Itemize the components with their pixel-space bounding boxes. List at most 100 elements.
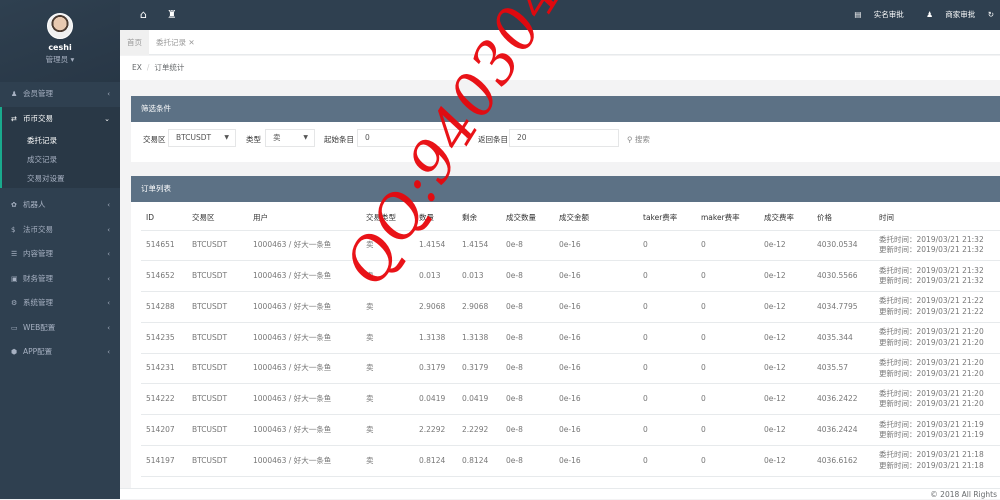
- role-dropdown[interactable]: 管理员 ▾: [45, 55, 75, 64]
- robot-icon: ✿: [11, 201, 17, 209]
- table-cell: 0e-12: [759, 291, 812, 323]
- time-cell: 委托时间：2019/03/21 21:20 更新时间：2019/03/21 21:…: [874, 353, 1000, 385]
- page-tabs: 首页 委托记录 ✕: [120, 30, 1000, 55]
- search-icon: ⚲: [627, 135, 633, 144]
- sidebar-item-app-config[interactable]: ⬢ APP配置 ‹: [0, 340, 120, 365]
- type-select[interactable]: 卖 ▼: [265, 129, 315, 147]
- sidebar-subitem-pair-settings[interactable]: 交易对设置: [27, 174, 65, 183]
- table-row: 514207 BTCUSDT 1000463 / 好大一条鱼卖 2.2292 2.229…: [141, 414, 1000, 447]
- sidebar-item-label: 法币交易: [23, 224, 53, 234]
- table-cell: BTCUSDT: [187, 383, 248, 416]
- table-cell: 4036.2424: [812, 414, 874, 447]
- caret-down-icon: ▼: [224, 134, 229, 141]
- table-cell: 0: [696, 383, 759, 416]
- update-time: 更新时间：2019/03/21 21:19: [879, 430, 984, 440]
- home-icon[interactable]: ⌂: [140, 8, 147, 21]
- sidebar-subitem-trades[interactable]: 成交记录: [27, 155, 57, 164]
- sidebar-item-system[interactable]: ⚙ 系统管理 ‹: [0, 291, 120, 316]
- table-cell: 0: [638, 230, 696, 262]
- table-cell: 0e-12: [759, 353, 812, 385]
- sidebar-subitem-orders[interactable]: 委托记录: [27, 136, 57, 145]
- table-cell: 4036.2422: [812, 383, 874, 416]
- market-select[interactable]: BTCUSDT ▼: [168, 129, 236, 147]
- table-cell: 0e-16: [554, 414, 638, 447]
- sidebar-item-label: 系统管理: [23, 298, 53, 307]
- android-icon: ⬢: [11, 348, 18, 356]
- chevron-left-icon: ‹: [107, 299, 110, 307]
- chevron-left-icon: ‹: [107, 90, 110, 98]
- sidebar-item-content[interactable]: ☰ 内容管理 ‹: [0, 242, 120, 267]
- order-time: 委托时间：2019/03/21 21:20: [879, 358, 984, 368]
- table-cell: BTCUSDT: [187, 260, 248, 293]
- table-cell: 514207: [141, 414, 187, 447]
- merchant-approval-link[interactable]: ♟ 商家审批: [916, 10, 975, 19]
- sidebar-item-robot[interactable]: ✿ 机器人 ‹: [0, 193, 120, 218]
- column-header: 价格: [812, 206, 874, 231]
- sidebar-item-members[interactable]: ♟ 会员管理 ‹: [0, 82, 120, 107]
- column-header: 用户: [248, 206, 361, 231]
- list-icon: ☰: [11, 250, 18, 258]
- column-header: 成交费率: [759, 206, 812, 231]
- table-cell: 卖: [361, 414, 414, 447]
- tab-home[interactable]: 首页: [120, 30, 149, 55]
- column-header: maker费率: [696, 206, 759, 231]
- table-cell: 0e-16: [554, 445, 638, 477]
- table-cell: 4030.5566: [812, 260, 874, 293]
- table-cell: 514235: [141, 322, 187, 354]
- table-cell: 0e-8: [501, 414, 554, 447]
- table-cell: BTCUSDT: [187, 414, 248, 447]
- sidebar-item-coin-trading[interactable]: ⇄ 币币交易 ⌄: [2, 107, 120, 132]
- table-cell: 1000463 / 好大一条鱼: [248, 322, 361, 354]
- chevron-left-icon: ‹: [107, 201, 110, 209]
- table-cell: 卖: [361, 383, 414, 416]
- chevron-left-icon: ‹: [107, 274, 110, 283]
- avatar[interactable]: [47, 13, 73, 39]
- table-cell: 514197: [141, 445, 187, 477]
- table-cell: 514288: [141, 291, 187, 323]
- order-time: 委托时间：2019/03/21 21:20: [879, 388, 984, 398]
- table-cell: 4035.344: [812, 322, 874, 354]
- table-cell: 0: [638, 291, 696, 323]
- realname-approval-link[interactable]: ▤ 实名审批: [844, 10, 903, 19]
- table-cell: BTCUSDT: [187, 322, 248, 354]
- table-cell: 卖: [361, 353, 414, 385]
- tab-orders[interactable]: 委托记录 ✕: [156, 38, 195, 47]
- time-cell: 委托时间：2019/03/21 21:22 更新时间：2019/03/21 21:…: [874, 291, 1000, 323]
- table-cell: 4035.57: [812, 353, 874, 385]
- table-cell: 0e-8: [501, 383, 554, 416]
- table-cell: 0e-16: [554, 322, 638, 354]
- dollar-icon: $: [11, 225, 16, 234]
- table-cell: 0: [696, 445, 759, 477]
- chevron-left-icon: ‹: [107, 323, 110, 332]
- filter-title: 筛选条件: [131, 96, 1000, 122]
- sidebar-item-fiat[interactable]: $ 法币交易 ‹: [0, 218, 120, 243]
- cogs-icon: ⚙: [11, 299, 18, 307]
- breadcrumb: EX / 订单统计: [120, 56, 1000, 80]
- start-input[interactable]: 0: [357, 129, 467, 147]
- breadcrumb-root[interactable]: EX: [132, 63, 142, 72]
- brush-icon[interactable]: ♜: [166, 8, 177, 21]
- count-input[interactable]: 20: [509, 129, 619, 147]
- user-icon: ♟: [926, 10, 933, 19]
- table-cell: BTCUSDT: [187, 230, 248, 262]
- chevron-left-icon: ‹: [107, 225, 110, 234]
- orders-table: ID 交易区 用户 交易类型 数量 剩余 成交数量 成交金额 taker费率 maker费率 成交费…: [141, 206, 1000, 477]
- column-header: 剩余: [457, 206, 501, 231]
- table-cell: 0: [638, 260, 696, 293]
- column-header: 数量: [414, 206, 457, 231]
- type-label: 类型: [246, 135, 261, 144]
- merchant-label: 商家审批: [945, 10, 976, 19]
- sidebar-item-label: WEB配置: [23, 322, 56, 332]
- table-cell: 0.013: [457, 260, 501, 293]
- sidebar-item-finance[interactable]: ▣ 财务管理 ‹: [0, 267, 120, 292]
- search-button[interactable]: ⚲ 搜索: [627, 134, 650, 145]
- sidebar-item-label: 财务管理: [23, 273, 53, 283]
- update-time: 更新时间：2019/03/21 21:18: [879, 460, 984, 470]
- table-cell: 0: [638, 445, 696, 477]
- order-time: 委托时间：2019/03/21 21:32: [879, 234, 984, 244]
- refresh-icon[interactable]: ↻: [987, 10, 994, 19]
- sidebar-item-label: 会员管理: [23, 89, 53, 98]
- sidebar-item-web-config[interactable]: ▭ WEB配置 ‹: [0, 316, 120, 341]
- sidebar-item-label: 内容管理: [23, 249, 53, 258]
- profile: ceshi 管理员 ▾: [0, 0, 120, 82]
